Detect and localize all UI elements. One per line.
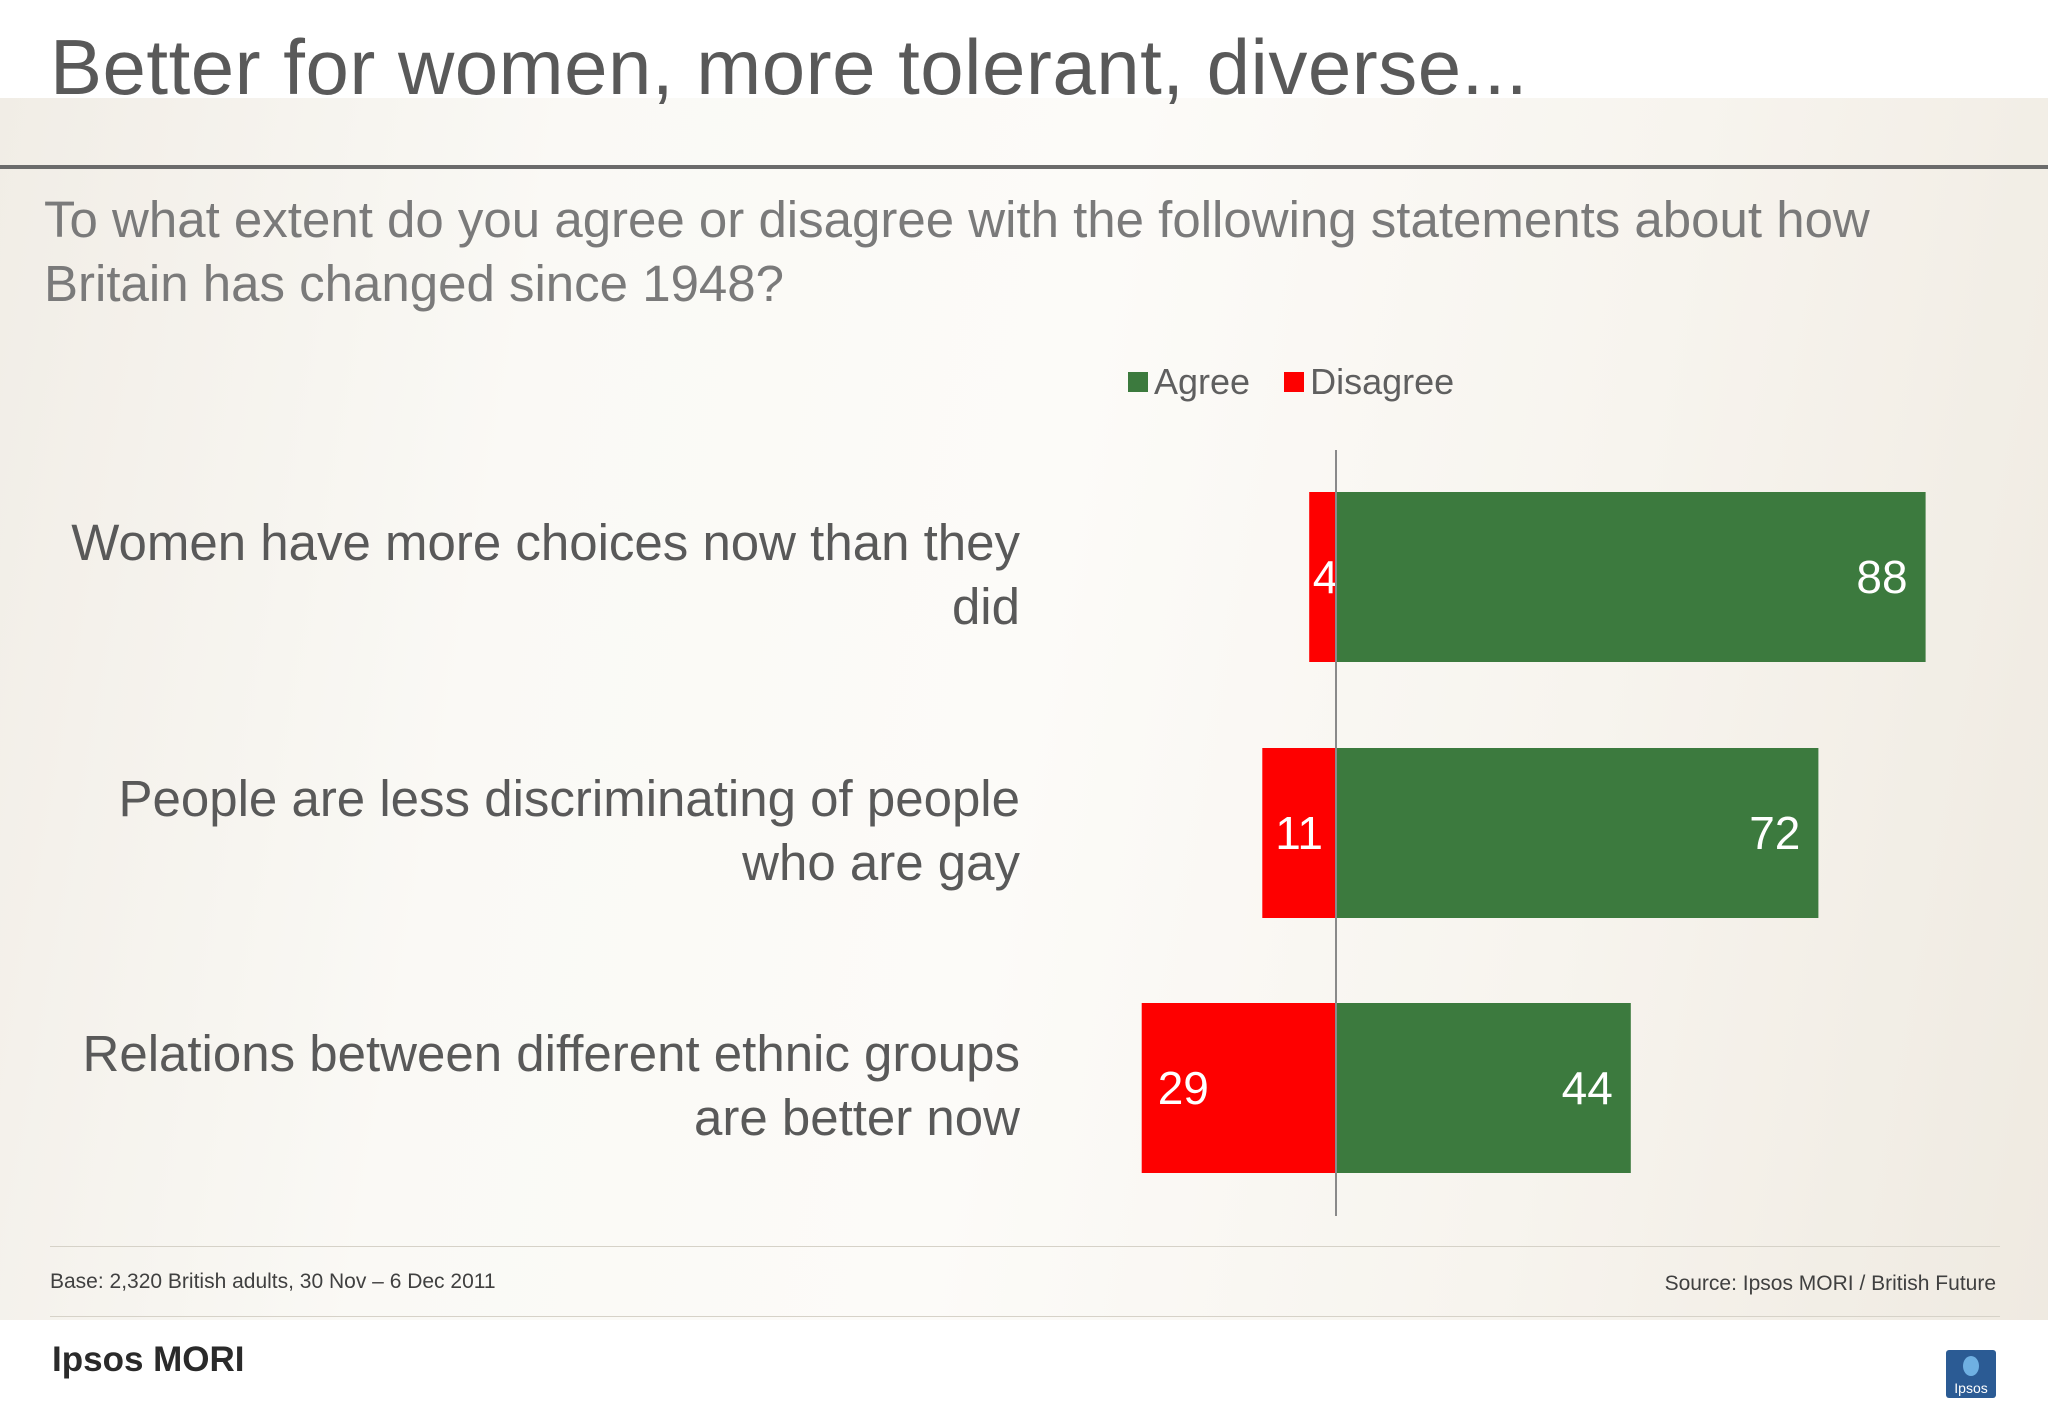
category-label-women: Women have more choices now than they di… bbox=[71, 514, 1020, 635]
legend-label-disagree: Disagree bbox=[1310, 361, 1455, 402]
logo-text: Ipsos bbox=[1954, 1380, 1988, 1396]
legend-item-disagree: Disagree bbox=[1284, 361, 1454, 403]
chart-legend: Agree Disagree bbox=[1128, 358, 1488, 406]
footer-divider-top bbox=[50, 1246, 2000, 1247]
bar-disagree-1 bbox=[1262, 748, 1336, 918]
ipsos-logo: Ipsos bbox=[1946, 1350, 1996, 1398]
brand-name: Ipsos MORI bbox=[52, 1340, 245, 1379]
category-label-ethnic: Relations between different ethnic group… bbox=[82, 1025, 1021, 1146]
data-label-agree-1: 72 bbox=[1749, 807, 1800, 859]
source-note: Source: Ipsos MORI / British Future bbox=[1664, 1272, 1996, 1295]
footer-divider-bottom bbox=[50, 1316, 2000, 1317]
survey-question: To what extent do you agree or disagree … bbox=[44, 191, 1870, 312]
data-label-agree-2: 44 bbox=[1562, 1062, 1613, 1114]
bar-agree-2 bbox=[1336, 1003, 1631, 1173]
legend-label-agree: Agree bbox=[1154, 361, 1251, 402]
data-label-disagree-2: 29 bbox=[1158, 1062, 1209, 1114]
bar-disagree-2 bbox=[1141, 1003, 1336, 1173]
data-label-disagree-1: 11 bbox=[1275, 807, 1323, 859]
bar-disagree-0 bbox=[1309, 492, 1336, 662]
legend-swatch-disagree bbox=[1284, 372, 1305, 392]
base-note: Base: 2,320 British adults, 30 Nov – 6 D… bbox=[50, 1270, 496, 1293]
bar-agree-1 bbox=[1336, 748, 1819, 918]
logo-drop-icon bbox=[1963, 1356, 1979, 1376]
legend-item-agree: Agree bbox=[1128, 361, 1250, 403]
slide-title: Better for women, more tolerant, diverse… bbox=[50, 23, 1529, 111]
slide-background bbox=[0, 98, 2048, 1320]
bar-agree-0 bbox=[1336, 492, 1926, 662]
data-label-agree-0: 88 bbox=[1856, 551, 1907, 603]
data-label-disagree-0: 4 bbox=[1313, 551, 1339, 603]
category-label-gay: People are less discriminating of people… bbox=[118, 770, 1020, 891]
title-divider bbox=[0, 165, 2048, 169]
legend-swatch-agree bbox=[1128, 372, 1148, 392]
